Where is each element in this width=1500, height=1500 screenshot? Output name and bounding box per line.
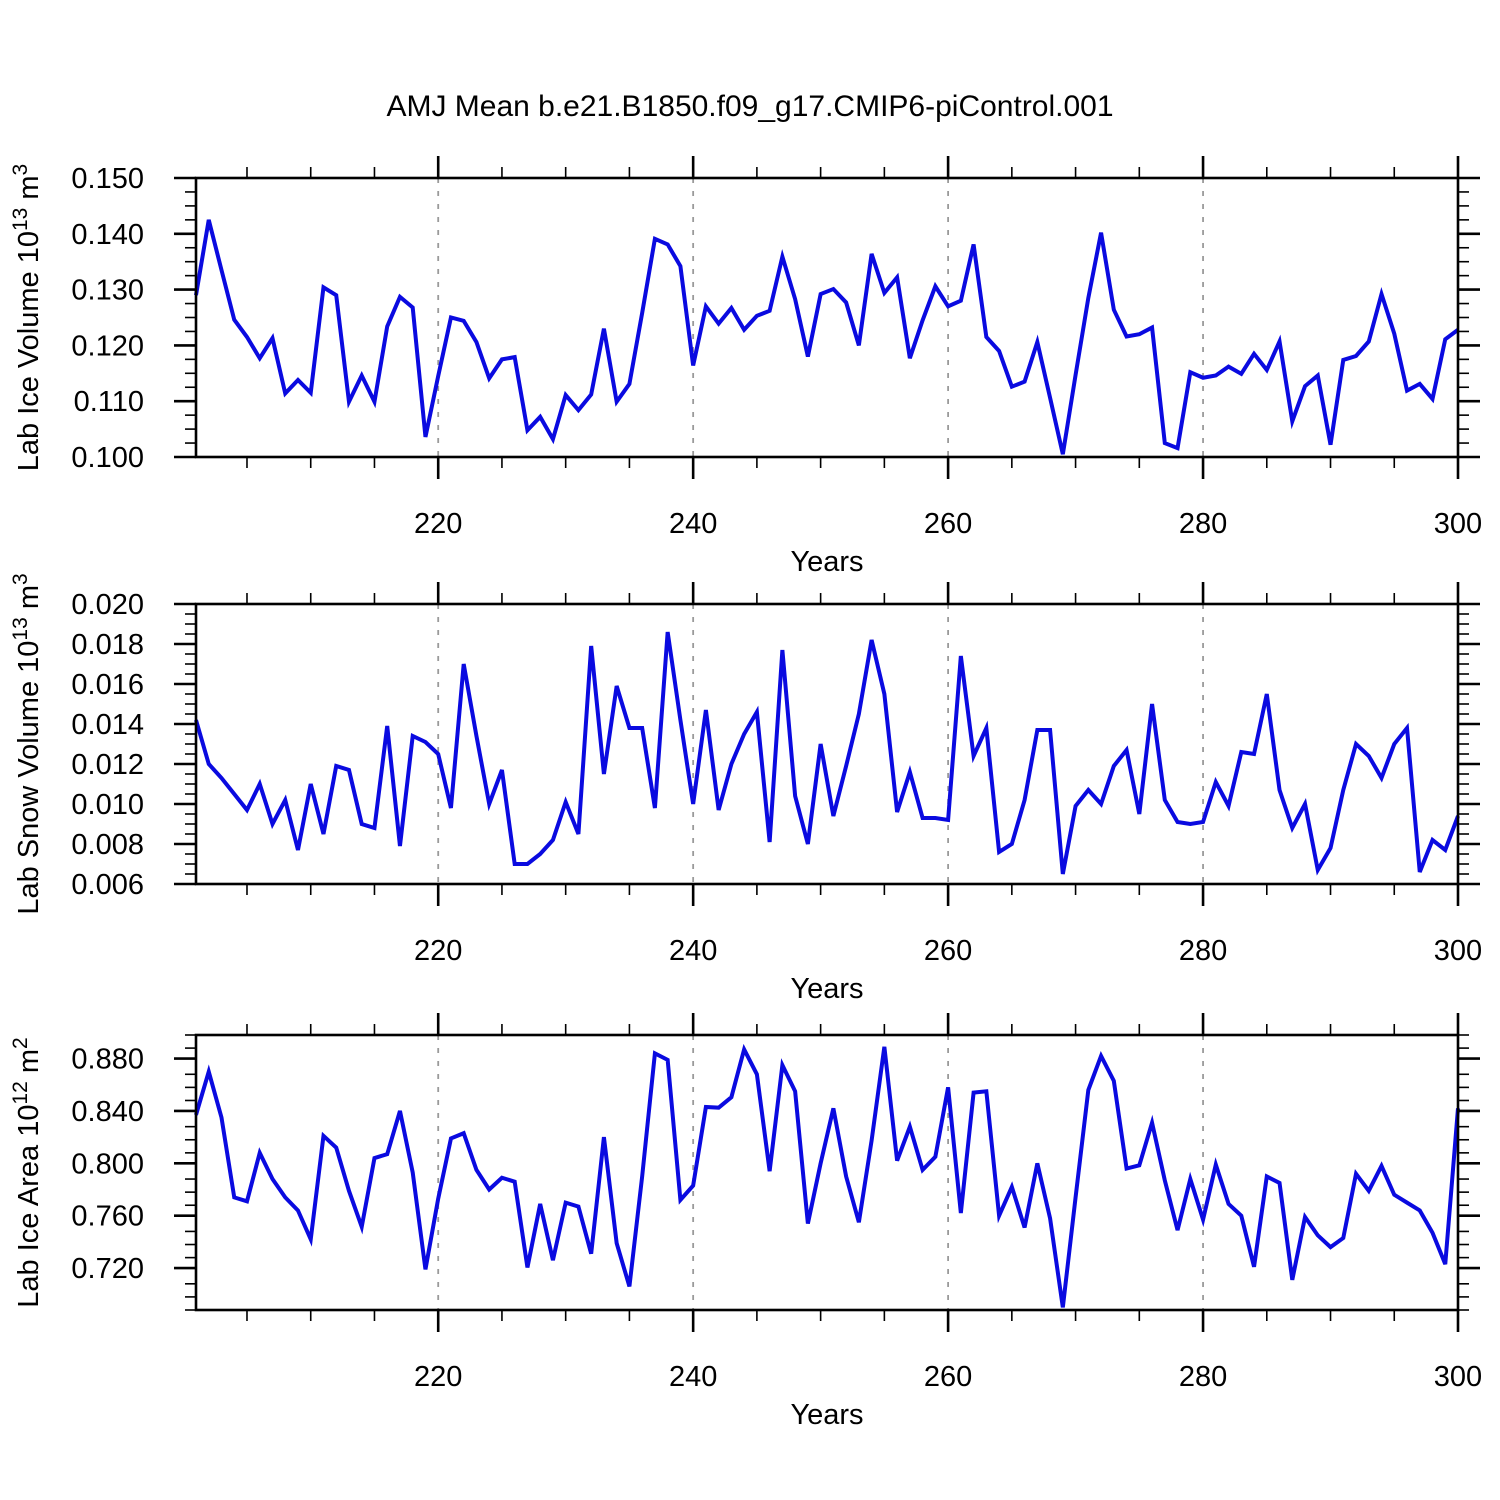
- x-tick-label: 240: [669, 1361, 717, 1393]
- y-axis-title: Lab Ice Volume 1013 m3: [9, 164, 45, 472]
- y-tick-label: 0.014: [71, 709, 144, 741]
- x-tick-label: 220: [414, 508, 462, 540]
- y-tick-label: 0.100: [71, 442, 144, 474]
- x-axis-title: Years: [790, 546, 863, 578]
- y-tick-label: 0.012: [71, 749, 144, 781]
- y-tick-label: 0.110: [74, 386, 144, 418]
- figure-title: AMJ Mean b.e21.B1850.f09_g17.CMIP6-piCon…: [386, 90, 1113, 123]
- ticks: [174, 156, 1480, 479]
- x-tick-label: 300: [1434, 1361, 1482, 1393]
- y-tick-label: 0.018: [71, 629, 144, 661]
- y-tick-label: 0.006: [71, 869, 144, 901]
- y-axis-title: Lab Ice Area 1012 m2: [9, 1037, 45, 1307]
- data-series-line: [194, 631, 1460, 876]
- ticks: [174, 582, 1480, 906]
- x-tick-label: 220: [414, 1361, 462, 1393]
- y-tick-label: 0.760: [71, 1201, 144, 1233]
- y-tick-label: 0.010: [71, 789, 144, 821]
- y-axis-title: Lab Snow Volume 1013 m3: [9, 573, 45, 914]
- x-tick-label: 260: [924, 935, 972, 967]
- x-tick-label: 260: [924, 1361, 972, 1393]
- panel-lab-ice-volume: 0.100 0.110 0.120 0.130 0.140 0.150 220 240 260 2…: [9, 156, 1482, 578]
- y-tick-label: 0.016: [71, 669, 144, 701]
- ticks: [174, 1013, 1480, 1332]
- y-tick-label: 0.840: [71, 1096, 144, 1128]
- y-tick-label: 0.880: [71, 1044, 144, 1076]
- y-tick-label: 0.020: [71, 589, 144, 621]
- y-tick-label: 0.120: [71, 330, 144, 362]
- x-tick-label: 260: [924, 508, 972, 540]
- x-axis-title: Years: [790, 973, 863, 1005]
- panel-lab-snow-volume: 0.006 0.008 0.010 0.012 0.014 0.016 0.018 0.020…: [9, 573, 1482, 1005]
- x-tick-label: 240: [669, 508, 717, 540]
- x-tick-label: 280: [1179, 1361, 1227, 1393]
- x-axis-title: Years: [790, 1399, 863, 1431]
- gridlines: [437, 178, 1204, 457]
- x-tick-label: 240: [669, 935, 717, 967]
- y-tick-label: 0.150: [71, 163, 144, 195]
- panel-lab-ice-area: 0.720 0.760 0.800 0.840 0.880 220 240 260 280 300…: [9, 1013, 1482, 1431]
- x-tick-label: 280: [1179, 508, 1227, 540]
- x-tick-label: 280: [1179, 935, 1227, 967]
- x-tick-label: 220: [414, 935, 462, 967]
- y-tick-label: 0.008: [71, 829, 144, 861]
- y-tick-label: 0.140: [71, 219, 144, 251]
- x-tick-label: 300: [1434, 935, 1482, 967]
- axes-frame: [194, 1033, 1460, 1312]
- data-series-line: [194, 1043, 1460, 1308]
- data-series-line: [194, 219, 1460, 455]
- axes-frame: [194, 176, 1460, 459]
- y-tick-label: 0.720: [71, 1253, 144, 1285]
- y-tick-label: 0.800: [71, 1148, 144, 1180]
- y-tick-label: 0.130: [71, 275, 144, 307]
- x-tick-label: 300: [1434, 508, 1482, 540]
